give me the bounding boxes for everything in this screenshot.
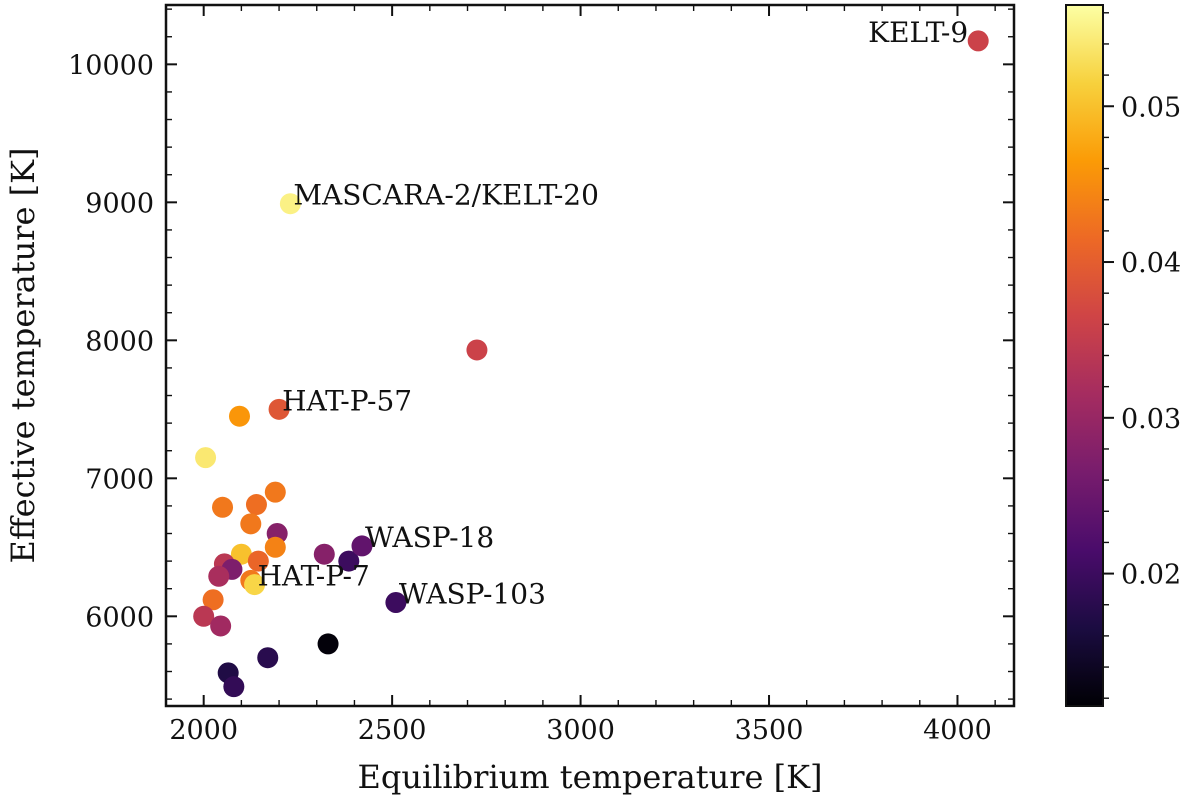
y-axis-title: Effective temperature [K]	[4, 148, 42, 564]
colorbar-tick-label: 0.04	[1121, 248, 1181, 279]
y-axis: 6000 7000 8000 9000 10000	[68, 8, 1014, 700]
x-tick-label: 4000	[923, 715, 992, 746]
data-point	[466, 339, 488, 361]
colorbar-tick-label: 0.05	[1121, 92, 1181, 123]
colorbar-ticks: 0.02 0.03 0.04 0.05	[1103, 12, 1181, 699]
x-axis: 2000 2500 3000 3500 4000	[165, 5, 996, 746]
y-tick-label: 10000	[68, 50, 154, 81]
data-point	[268, 398, 290, 420]
data-point	[264, 481, 286, 503]
annotation-label: WASP-18	[365, 521, 494, 554]
y-tick-label: 7000	[85, 464, 154, 495]
y-tick-label: 9000	[85, 188, 154, 219]
points-layer	[193, 30, 989, 698]
data-point	[230, 543, 252, 565]
data-point	[264, 536, 286, 558]
data-point	[338, 550, 360, 572]
data-point	[257, 647, 279, 669]
annotation-label: MASCARA-2/KELT-20	[293, 179, 599, 212]
data-point	[240, 513, 262, 535]
annotation-label: HAT-P-57	[282, 384, 412, 417]
colorbar-tick-label: 0.03	[1121, 404, 1181, 435]
data-point	[279, 193, 301, 215]
annotation-label: HAT-P-7	[258, 560, 370, 593]
x-tick-label: 2500	[358, 715, 427, 746]
plot-frame	[164, 3, 1016, 708]
colorbar	[1065, 4, 1104, 707]
data-point	[212, 496, 234, 518]
colorbar-tick-label: 0.02	[1121, 560, 1181, 591]
data-point	[228, 405, 250, 427]
data-point	[208, 565, 230, 587]
data-point	[195, 447, 217, 469]
data-point	[223, 676, 245, 698]
x-tick-label: 3500	[735, 715, 804, 746]
data-point	[317, 633, 339, 655]
x-tick-label: 3000	[546, 715, 615, 746]
data-point	[245, 494, 267, 516]
annotation-layer: KELT-9 MASCARA-2/KELT-20 HAT-P-57 WASP-18 HA…	[258, 16, 969, 611]
data-point	[247, 550, 269, 572]
data-point	[193, 605, 215, 627]
data-point	[313, 543, 335, 565]
data-point	[244, 574, 266, 596]
data-point	[210, 615, 232, 637]
annotation-label: KELT-9	[868, 16, 968, 49]
y-tick-label: 8000	[85, 326, 154, 357]
data-point	[385, 592, 407, 614]
x-tick-label: 2000	[169, 715, 238, 746]
y-tick-label: 6000	[85, 602, 154, 633]
data-point	[202, 589, 224, 611]
data-point	[967, 30, 989, 52]
data-point	[351, 535, 373, 557]
annotation-label: WASP-103	[399, 578, 546, 611]
x-axis-title: Equilibrium temperature [K]	[358, 758, 823, 796]
